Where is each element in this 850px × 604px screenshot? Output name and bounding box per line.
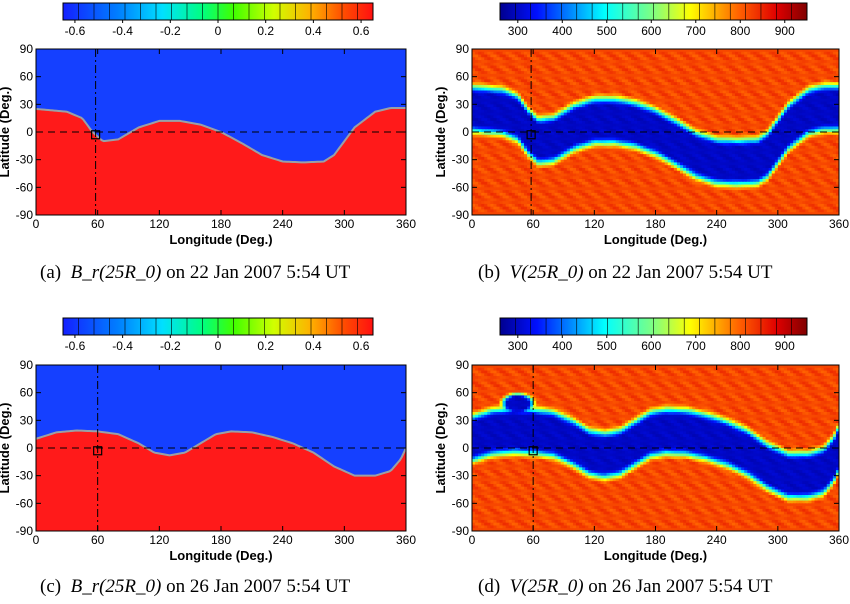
colorbar-tick-label: 300 [508,24,528,38]
colorbar-tick-label: 0.4 [305,24,322,38]
x-tick-label: 360 [396,217,416,231]
colorbar: 300 400 500 600 700 800 900 [500,3,807,38]
colorbar-tick-label: 800 [730,24,750,38]
y-tick-label: 90 [20,42,34,56]
colorbar-tick-label: -0.6 [65,24,86,38]
colorbar-tick-label: -0.2 [160,24,181,38]
y-tick-label: 0 [26,125,33,139]
x-tick-label: 300 [334,217,354,231]
x-tick-label: 180 [211,217,231,231]
colorbar-tick-label: 0.6 [353,24,370,38]
y-tick-label: -30 [16,153,34,167]
colorbar-tick-label: -0.4 [112,24,133,38]
colorbar-tick-label: 900 [775,24,795,38]
y-tick-label: -60 [16,180,34,194]
colorbar-tick-label: 0 [215,24,222,38]
y-tick-label: 60 [20,70,34,84]
x-tick-label: 240 [273,217,293,231]
x-axis-label: Longitude (Deg.) [169,232,272,247]
colorbar-tick-label: 400 [552,24,572,38]
y-tick-label: 30 [20,97,34,111]
colorbar-tick-label: 0.2 [257,24,274,38]
x-tick-label: 0 [33,217,40,231]
y-axis-label: Latitude (Deg.) [0,87,12,178]
colorbar: -0.6 -0.4 -0.2 0 0.2 0.4 0.6 [63,3,373,38]
colorbar-tick-label: 700 [686,24,706,38]
colorbar-tick-label: 600 [641,24,661,38]
x-tick-label: 120 [149,217,169,231]
x-tick-label: 60 [91,217,105,231]
colorbar-tick-label: 500 [597,24,617,38]
y-tick-label: -90 [16,208,34,222]
